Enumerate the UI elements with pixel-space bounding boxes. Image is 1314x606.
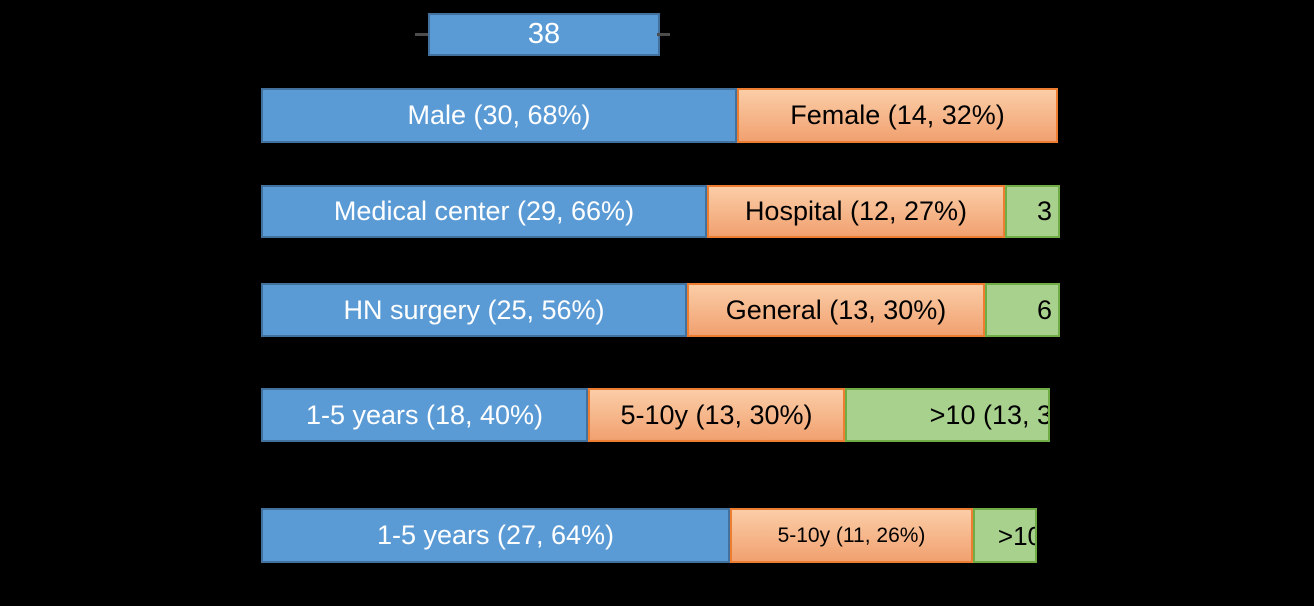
bar-segment-row-5-series-3-green: >10 (13, 3 [845, 388, 1050, 442]
bar-segment-label: 6 [1036, 294, 1052, 325]
bar-segment-row-6-series-2-orange: 5-10y (11, 26%) [730, 508, 973, 563]
bar-segment-row-4-series-3-green: 6 [985, 283, 1060, 337]
bar-segment-label: 1-5 years (27, 64%) [376, 520, 615, 550]
bar-segment-row-4-series-2-orange: General (13, 30%) [687, 283, 985, 337]
bar-segment-label: Male (30, 68%) [407, 100, 591, 130]
bar-segment-label: Medical center (29, 66%) [333, 196, 635, 226]
bar-segment-row-3-series-2-orange: Hospital (12, 27%) [707, 185, 1005, 238]
bar-segment-label: HN surgery (25, 56%) [343, 294, 605, 325]
bar-segment-label: 38 [527, 18, 561, 50]
bar-segment-label: 5-10y (13, 30%) [620, 399, 813, 430]
bar-segment-row-3-series-1-blue: Medical center (29, 66%) [261, 185, 707, 238]
bar-segment-label: >10 (13, 3 [929, 399, 1050, 430]
bar-segment-label: 1-5 years (18, 40%) [305, 399, 544, 430]
error-whisker-left-row-1 [415, 33, 428, 36]
bar-segment-row-6-series-1-blue: 1-5 years (27, 64%) [261, 508, 730, 563]
bar-segment-row-2-series-2-orange: Female (14, 32%) [737, 88, 1058, 143]
bar-segment-label: General (13, 30%) [725, 294, 947, 325]
bar-segment-row-1-series-1-blue: 38 [428, 13, 660, 56]
bar-segment-row-5-series-1-blue: 1-5 years (18, 40%) [261, 388, 588, 442]
bar-segment-label: 3 [1036, 196, 1052, 226]
bar-segment-label: 5-10y (11, 26%) [777, 524, 926, 547]
bar-segment-label: >10 [997, 520, 1035, 551]
bar-segment-label: Hospital (12, 27%) [744, 196, 968, 226]
bar-segment-row-5-series-2-orange: 5-10y (13, 30%) [588, 388, 845, 442]
bar-segment-row-6-series-3-green: >10 [973, 508, 1037, 563]
bar-segment-row-3-series-3-green: 3 [1005, 185, 1060, 238]
bar-segment-row-2-series-1-blue: Male (30, 68%) [261, 88, 737, 143]
error-whisker-right-row-1 [657, 33, 670, 36]
bar-segment-label: Female (14, 32%) [790, 100, 1005, 130]
bar-segment-row-4-series-1-blue: HN surgery (25, 56%) [261, 283, 687, 337]
